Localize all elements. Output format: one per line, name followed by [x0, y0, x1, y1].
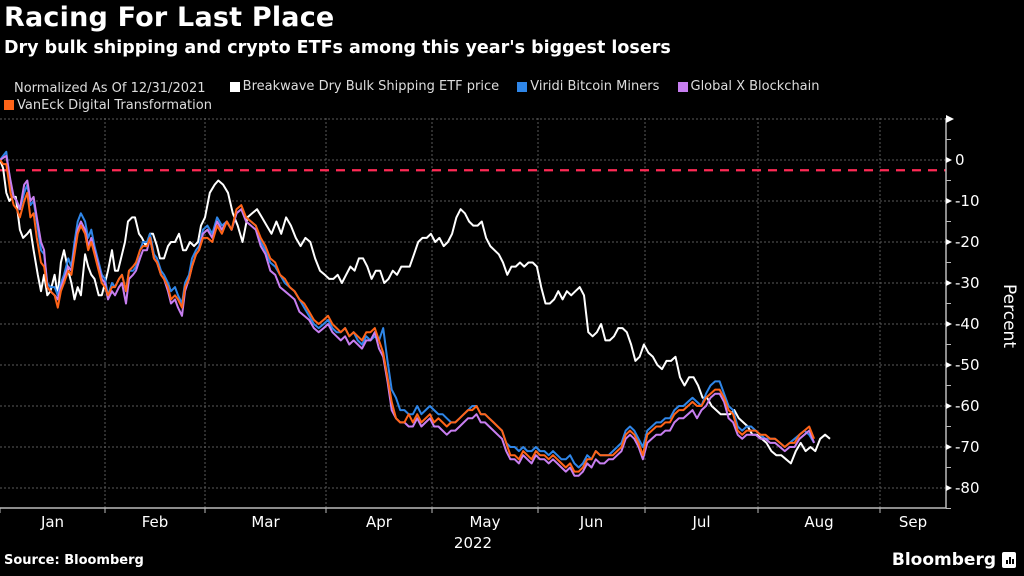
y-axis-label: Percent: [999, 284, 1019, 348]
x-tick-label: Jun: [579, 513, 603, 531]
x-tick-label: Apr: [366, 513, 393, 531]
y-major-tick: [946, 321, 952, 327]
series-lines: [0, 150, 831, 477]
x-tick-label: Feb: [142, 513, 169, 531]
brand-wordmark: Bloomberg: [891, 550, 996, 570]
y-major-tick: [946, 157, 952, 163]
chart-subtitle: Dry bulk shipping and crypto ETFs among …: [4, 38, 671, 58]
legend-swatch: [517, 81, 528, 92]
legend-swatch: [4, 100, 14, 110]
axes: 0 -10 -20 -30 -40 -50 -60 -70 -80 Jan Feb Mar Apr May…: [0, 115, 980, 531]
legend: Normalized As Of 12/31/2021 Breakwave Dr…: [4, 78, 914, 115]
legend-item-vaneck: VanEck Digital Transformation: [4, 97, 212, 114]
x-tick-label: Aug: [804, 513, 833, 531]
y-major-tick: [946, 485, 952, 491]
legend-item-breakwave: Breakwave Dry Bulk Shipping ETF price: [229, 78, 500, 95]
y-major-tick: [946, 444, 952, 450]
source-note: Source: Bloomberg: [4, 553, 144, 568]
x-tick-label: Jan: [40, 513, 64, 531]
legend-label: Breakwave Dry Bulk Shipping ETF price: [242, 79, 500, 94]
y-tick-label: -20: [955, 233, 980, 251]
y-major-tick: [946, 362, 952, 368]
y-tick-label: -40: [955, 315, 980, 333]
x-tick-label: May: [469, 513, 500, 531]
chart-title: Racing For Last Place: [4, 2, 335, 33]
y-major-tick: [946, 403, 952, 409]
legend-swatch: [229, 81, 240, 92]
y-tick-label: -60: [955, 397, 980, 415]
legend-label: VanEck Digital Transformation: [17, 97, 212, 113]
y-tick-label: -30: [955, 274, 980, 292]
x-tick-label: Jul: [691, 513, 710, 531]
y-top-arrow: [946, 115, 954, 123]
legend-item-global-x: Global X Blockchain: [677, 78, 820, 95]
y-tick-label: -70: [955, 438, 980, 456]
y-tick-label: -80: [955, 479, 980, 497]
series-line-breakwave-dry-bulk-shipping-etf-price: [0, 159, 831, 465]
y-tick-label: -10: [955, 192, 980, 210]
legend-note: Normalized As Of 12/31/2021: [14, 80, 206, 96]
x-axis-year-label: 2022: [454, 534, 492, 552]
x-tick-label: Mar: [251, 513, 280, 531]
legend-swatch: [677, 81, 688, 92]
series-line-global-x-blockchain: [0, 154, 816, 477]
y-major-tick: [946, 239, 952, 245]
series-line-viridi-bitcoin-miners: [0, 150, 815, 469]
bloomberg-logo-icon: [1002, 552, 1016, 568]
y-major-tick: [946, 198, 952, 204]
x-tick-label: Sep: [899, 513, 927, 531]
legend-label: Global X Blockchain: [690, 79, 820, 94]
y-tick-label: 0: [955, 151, 965, 169]
legend-label: Viridi Bitcoin Miners: [530, 79, 660, 94]
y-tick-label: -50: [955, 356, 980, 374]
legend-item-viridi: Viridi Bitcoin Miners: [517, 78, 659, 95]
y-major-tick: [946, 280, 952, 286]
series-line-vaneck-digital-transformation: [0, 159, 816, 473]
